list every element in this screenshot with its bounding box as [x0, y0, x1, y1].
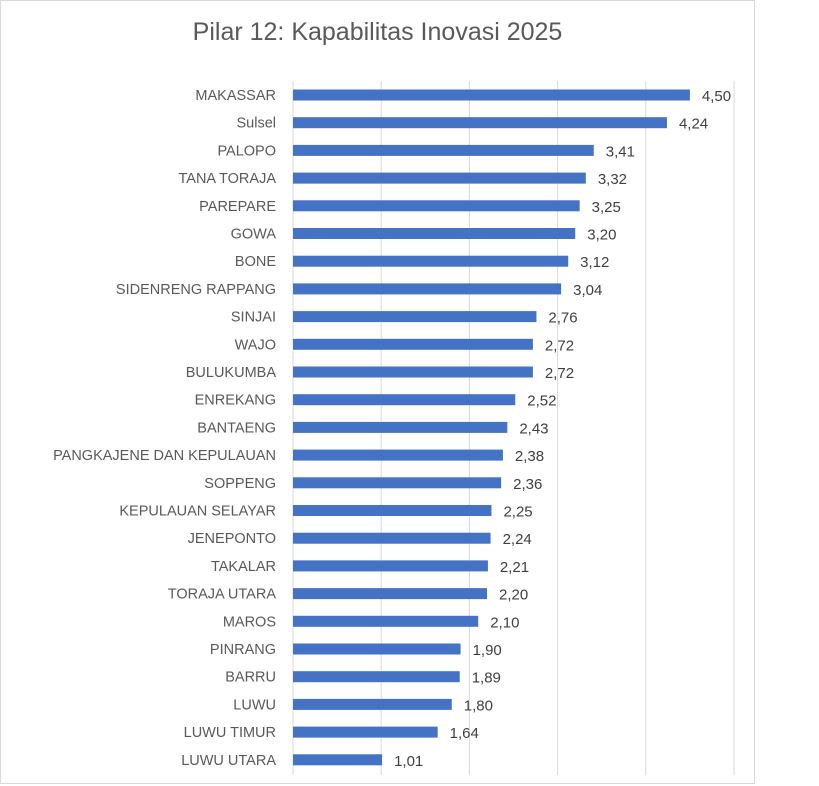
- bar: [293, 505, 492, 516]
- category-label: BANTAENG: [197, 420, 276, 436]
- data-label: 2,72: [545, 365, 574, 382]
- bar: [293, 144, 594, 156]
- data-label: 3,12: [580, 254, 609, 271]
- data-label: 1,01: [394, 753, 423, 770]
- bar: [293, 228, 576, 239]
- bar: [293, 89, 690, 101]
- chart-title: Pilar 12: Kapabilitas Inovasi 2025: [192, 18, 563, 46]
- data-label: 2,10: [490, 614, 519, 631]
- category-label: BARRU: [225, 670, 276, 686]
- data-label: 1,90: [473, 642, 502, 659]
- category-label: PAREPARE: [199, 199, 276, 215]
- category-label: TAKALAR: [211, 559, 276, 575]
- bar: [293, 698, 452, 710]
- category-label: BONE: [235, 254, 276, 270]
- bar: [293, 671, 460, 683]
- bar: [293, 366, 533, 378]
- bar: [293, 754, 383, 766]
- data-label: 1,80: [464, 697, 493, 714]
- category-label: LUWU: [233, 697, 276, 713]
- bar: [293, 172, 586, 184]
- data-label: 3,04: [573, 282, 602, 299]
- bar: [293, 200, 580, 212]
- category-label: TANA TORAJA: [179, 171, 277, 187]
- category-label: MAROS: [223, 614, 276, 630]
- bar: [293, 726, 438, 738]
- category-label: LUWU TIMUR: [184, 725, 276, 741]
- category-label: LUWU UTARA: [181, 753, 276, 769]
- category-label: SINJAI: [231, 310, 276, 326]
- data-label: 2,24: [503, 531, 532, 548]
- data-label: 1,89: [472, 670, 501, 687]
- bar: [293, 421, 508, 433]
- bar: [293, 255, 569, 267]
- bar: [293, 560, 488, 572]
- data-label: 2,25: [503, 504, 532, 521]
- category-label: SOPPENG: [204, 476, 276, 492]
- category-label: ENREKANG: [195, 393, 276, 409]
- data-label: 2,43: [519, 420, 548, 437]
- bar: [293, 394, 516, 406]
- category-label: KEPULAUAN SELAYAR: [119, 504, 276, 520]
- data-label: 2,52: [527, 393, 556, 410]
- bar: [293, 117, 667, 129]
- category-label: GOWA: [231, 227, 277, 243]
- data-label: 2,20: [499, 587, 528, 604]
- category-label: JENEPONTO: [188, 531, 276, 547]
- data-label: 1,64: [450, 725, 479, 742]
- bar: [293, 283, 562, 295]
- data-label: 2,72: [545, 337, 574, 354]
- bar: [293, 615, 479, 627]
- bar: [293, 588, 488, 600]
- data-label: 3,41: [606, 143, 635, 160]
- data-label: 2,36: [513, 476, 542, 493]
- data-label: 2,21: [500, 559, 529, 576]
- category-label: SIDENRENG RAPPANG: [116, 282, 276, 298]
- category-label: BULUKUMBA: [186, 365, 277, 381]
- data-label: 3,32: [598, 171, 627, 188]
- data-label: 3,20: [587, 227, 616, 244]
- bar: [293, 338, 533, 350]
- category-label: PINRANG: [210, 642, 276, 658]
- category-label: WAJO: [235, 337, 276, 353]
- category-label: PANGKAJENE DAN KEPULAUAN: [53, 448, 276, 464]
- category-label: TORAJA UTARA: [168, 587, 277, 603]
- data-label: 4,24: [679, 116, 708, 133]
- category-label: MAKASSAR: [195, 88, 276, 104]
- data-label: 2,76: [548, 310, 577, 327]
- category-label: PALOPO: [217, 143, 276, 159]
- bar: [293, 477, 502, 489]
- data-label: 3,25: [592, 199, 621, 216]
- bar: [293, 532, 491, 544]
- bar: [293, 311, 537, 323]
- data-label: 2,38: [515, 448, 544, 465]
- data-label: 4,50: [702, 88, 731, 105]
- category-label: Sulsel: [237, 116, 277, 132]
- bar: [293, 643, 461, 655]
- bar: [293, 449, 503, 461]
